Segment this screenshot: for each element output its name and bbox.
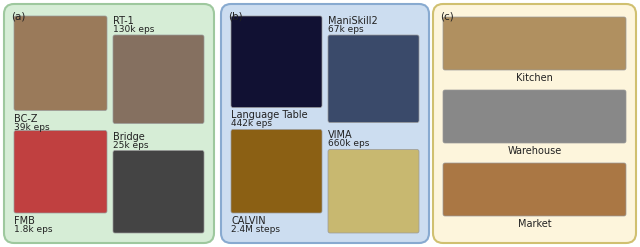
Text: 2.4M steps: 2.4M steps: [231, 225, 280, 234]
Text: Language Table: Language Table: [231, 110, 308, 121]
FancyBboxPatch shape: [231, 129, 322, 213]
Text: 25k eps: 25k eps: [113, 141, 148, 149]
Text: Kitchen: Kitchen: [516, 73, 553, 83]
Text: (a): (a): [11, 12, 26, 22]
FancyBboxPatch shape: [433, 4, 636, 243]
Text: (c): (c): [440, 12, 454, 22]
FancyBboxPatch shape: [328, 35, 419, 123]
Text: CALVIN: CALVIN: [231, 216, 266, 226]
Text: 660k eps: 660k eps: [328, 140, 369, 148]
FancyBboxPatch shape: [14, 16, 107, 110]
Text: Bridge: Bridge: [113, 131, 145, 142]
Text: Warehouse: Warehouse: [508, 146, 562, 156]
FancyBboxPatch shape: [231, 16, 322, 107]
Text: RT-1: RT-1: [113, 16, 134, 26]
Text: FMB: FMB: [14, 216, 35, 226]
Text: 39k eps: 39k eps: [14, 123, 50, 131]
FancyBboxPatch shape: [443, 17, 626, 70]
Text: (b): (b): [228, 12, 243, 22]
FancyBboxPatch shape: [328, 149, 419, 233]
Text: Market: Market: [518, 219, 551, 229]
Text: 442k eps: 442k eps: [231, 120, 272, 128]
FancyBboxPatch shape: [14, 130, 107, 213]
FancyBboxPatch shape: [113, 150, 204, 233]
Text: BC-Z: BC-Z: [14, 114, 38, 124]
Text: VIMA: VIMA: [328, 130, 353, 141]
Text: ManiSkill2: ManiSkill2: [328, 16, 378, 26]
FancyBboxPatch shape: [443, 163, 626, 216]
FancyBboxPatch shape: [221, 4, 429, 243]
FancyBboxPatch shape: [4, 4, 214, 243]
FancyBboxPatch shape: [113, 35, 204, 124]
Text: 67k eps: 67k eps: [328, 25, 364, 34]
Text: 1.8k eps: 1.8k eps: [14, 225, 52, 234]
Text: 130k eps: 130k eps: [113, 25, 154, 34]
FancyBboxPatch shape: [443, 90, 626, 143]
